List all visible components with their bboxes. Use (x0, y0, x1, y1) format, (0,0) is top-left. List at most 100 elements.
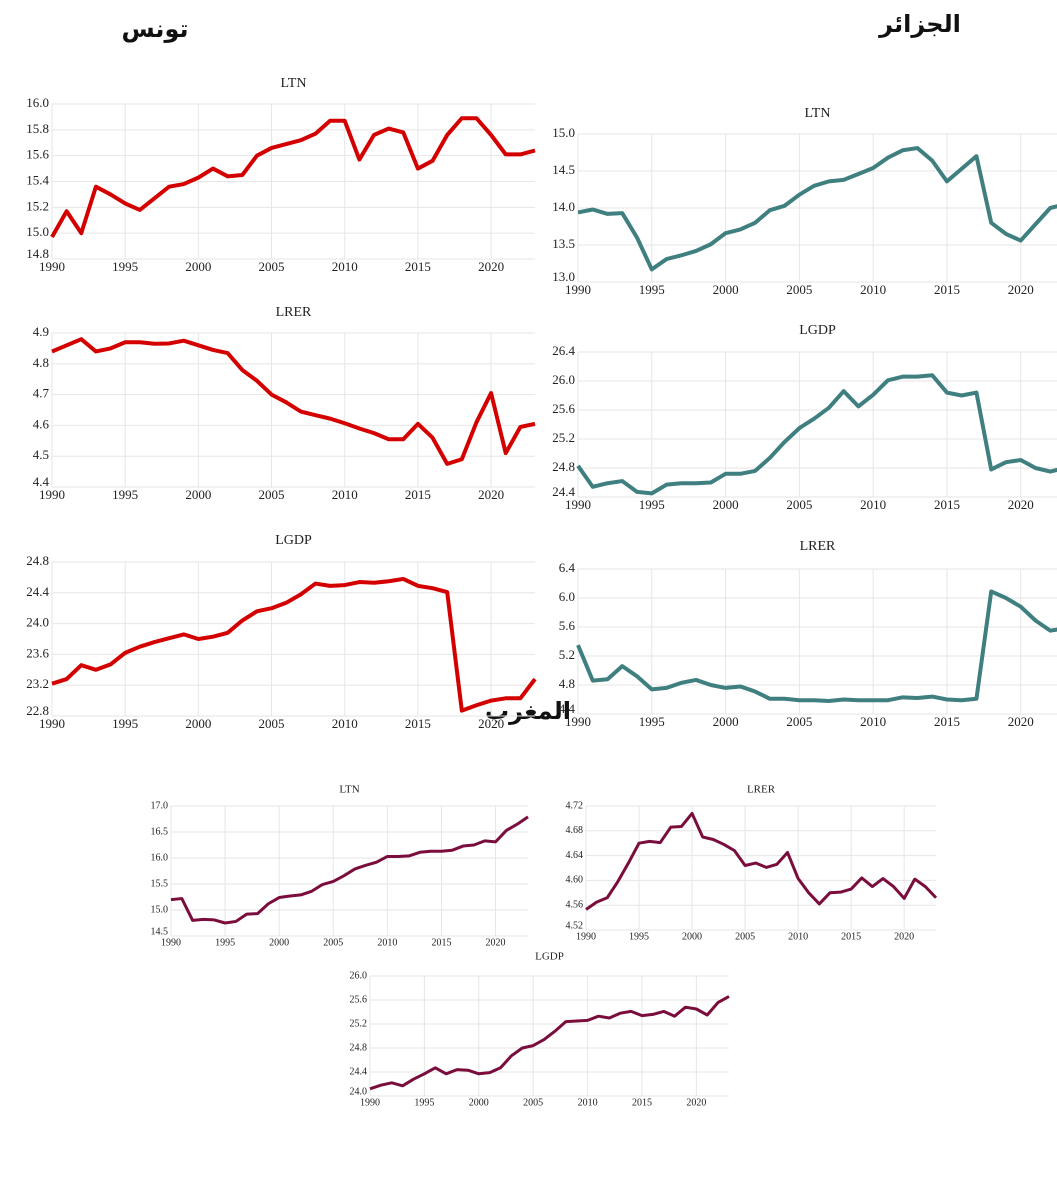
x-tick-label: 2000 (185, 487, 211, 502)
x-tick-label: 1990 (39, 259, 65, 274)
x-tick-label: 2010 (860, 497, 886, 512)
x-tick-label: 2000 (469, 1097, 489, 1108)
y-tick-label: 4.56 (566, 899, 584, 910)
x-tick-label: 2020 (1008, 497, 1034, 512)
y-tick-label: 26.0 (552, 372, 575, 387)
x-tick-label: 2010 (788, 931, 808, 942)
x-tick-label: 2000 (185, 716, 211, 731)
x-tick-label: 1995 (639, 714, 665, 729)
y-tick-label: 15.0 (552, 125, 575, 140)
x-tick-label: 2000 (713, 714, 739, 729)
x-tick-label: 1990 (565, 714, 591, 729)
y-tick-label: 4.8 (33, 355, 49, 370)
y-tick-label: 4.5 (33, 447, 49, 462)
y-tick-label: 14.8 (26, 246, 49, 261)
x-tick-label: 2020 (686, 1097, 706, 1108)
data-line (585, 811, 938, 911)
y-tick-label: 15.6 (26, 147, 49, 162)
x-tick-label: 1990 (39, 716, 65, 731)
x-tick-label: 2020 (1008, 282, 1034, 297)
x-tick-label: 2005 (786, 497, 812, 512)
x-tick-label: 2005 (323, 937, 343, 948)
x-tick-label: 2010 (860, 714, 886, 729)
y-tick-label: 14.5 (151, 926, 169, 937)
group-heading: تونس (122, 15, 189, 43)
y-tick-label: 4.4 (33, 474, 50, 489)
chart-title: LTN (339, 784, 359, 796)
x-tick-label: 2010 (860, 282, 886, 297)
x-tick-label: 1990 (360, 1097, 380, 1108)
chart-title: LRER (800, 539, 836, 554)
x-tick-label: 1990 (39, 487, 65, 502)
data-line (51, 576, 537, 713)
y-tick-label: 4.6 (33, 416, 50, 431)
y-tick-label: 4.68 (566, 825, 584, 836)
x-tick-label: 2005 (259, 487, 285, 502)
chart-title: LTN (805, 106, 831, 121)
x-tick-label: 1995 (639, 497, 665, 512)
x-tick-label: 2010 (377, 937, 397, 948)
x-tick-label: 2000 (713, 282, 739, 297)
y-tick-label: 22.8 (26, 703, 49, 718)
x-tick-label: 2020 (478, 259, 504, 274)
y-tick-label: 4.52 (566, 920, 584, 931)
y-tick-label: 15.2 (26, 198, 49, 213)
y-tick-label: 14.0 (552, 199, 575, 214)
y-tick-label: 23.6 (26, 645, 49, 660)
y-tick-label: 4.64 (566, 850, 584, 861)
y-tick-label: 17.0 (151, 800, 169, 811)
x-tick-label: 2010 (332, 487, 358, 502)
y-tick-label: 25.2 (552, 430, 575, 445)
y-tick-label: 4.9 (33, 324, 49, 339)
x-tick-label: 2015 (934, 714, 960, 729)
x-tick-label: 2005 (523, 1097, 543, 1108)
y-tick-label: 15.0 (151, 904, 169, 915)
x-tick-label: 2000 (185, 259, 211, 274)
y-tick-label: 23.2 (26, 676, 49, 691)
data-line (51, 337, 536, 466)
chart-title: LRER (276, 305, 312, 320)
y-tick-label: 24.4 (350, 1066, 368, 1077)
y-tick-label: 4.8 (559, 676, 575, 691)
x-tick-label: 1995 (112, 716, 138, 731)
y-tick-label: 4.7 (33, 386, 50, 401)
x-tick-label: 2015 (934, 282, 960, 297)
x-tick-label: 2020 (478, 716, 504, 731)
x-tick-label: 2010 (332, 716, 358, 731)
y-tick-label: 24.0 (26, 615, 49, 630)
y-tick-label: 16.0 (26, 95, 49, 110)
x-tick-label: 1990 (565, 497, 591, 512)
x-tick-label: 2000 (682, 931, 702, 942)
x-tick-label: 1995 (112, 487, 138, 502)
x-tick-label: 2005 (786, 282, 812, 297)
x-tick-label: 2010 (578, 1097, 598, 1108)
x-tick-label: 2020 (478, 487, 504, 502)
x-tick-label: 1990 (565, 282, 591, 297)
y-tick-label: 16.5 (151, 826, 169, 837)
y-tick-label: 24.4 (552, 484, 575, 499)
chart-title: LRER (747, 784, 776, 796)
x-tick-label: 2005 (786, 714, 812, 729)
y-tick-label: 25.2 (350, 1018, 368, 1029)
y-tick-label: 26.4 (552, 343, 575, 358)
x-tick-label: 2000 (269, 937, 289, 948)
x-tick-label: 2015 (405, 487, 431, 502)
chart-title: LGDP (799, 323, 836, 338)
x-tick-label: 1990 (576, 931, 596, 942)
y-tick-label: 5.2 (559, 647, 575, 662)
data-line (577, 146, 1057, 272)
y-tick-label: 24.8 (26, 553, 49, 568)
group-heading: المغرب (485, 697, 571, 725)
x-tick-label: 1995 (629, 931, 649, 942)
y-tick-label: 5.6 (559, 618, 576, 633)
x-tick-label: 2010 (332, 259, 358, 274)
x-tick-label: 2005 (259, 259, 285, 274)
y-tick-label: 15.4 (26, 172, 49, 187)
y-tick-label: 24.8 (350, 1042, 368, 1053)
x-tick-label: 2005 (259, 716, 285, 731)
data-line (170, 815, 529, 925)
y-tick-label: 4.4 (559, 701, 576, 716)
x-tick-label: 2015 (934, 497, 960, 512)
data-line (50, 116, 536, 239)
y-tick-label: 25.6 (552, 401, 575, 416)
